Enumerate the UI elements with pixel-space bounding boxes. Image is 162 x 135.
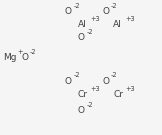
- Text: O: O: [78, 106, 85, 115]
- Text: -2: -2: [111, 3, 118, 9]
- Text: -2: -2: [30, 49, 37, 55]
- Text: +: +: [17, 49, 23, 55]
- Text: -2: -2: [111, 72, 118, 78]
- Text: -2: -2: [87, 102, 93, 108]
- Text: Mg: Mg: [3, 53, 17, 62]
- Text: Al: Al: [78, 20, 87, 29]
- Text: O: O: [65, 77, 72, 85]
- Text: -2: -2: [74, 3, 80, 9]
- Text: Cr: Cr: [78, 90, 88, 99]
- Text: +3: +3: [126, 16, 135, 22]
- Text: O: O: [21, 53, 28, 62]
- Text: O: O: [102, 7, 109, 16]
- Text: Cr: Cr: [113, 90, 123, 99]
- Text: O: O: [102, 77, 109, 85]
- Text: +3: +3: [90, 16, 99, 22]
- Text: +3: +3: [90, 86, 99, 92]
- Text: Al: Al: [113, 20, 122, 29]
- Text: -2: -2: [74, 72, 80, 78]
- Text: -2: -2: [87, 29, 93, 35]
- Text: +3: +3: [126, 86, 135, 92]
- Text: O: O: [78, 33, 85, 42]
- Text: O: O: [65, 7, 72, 16]
